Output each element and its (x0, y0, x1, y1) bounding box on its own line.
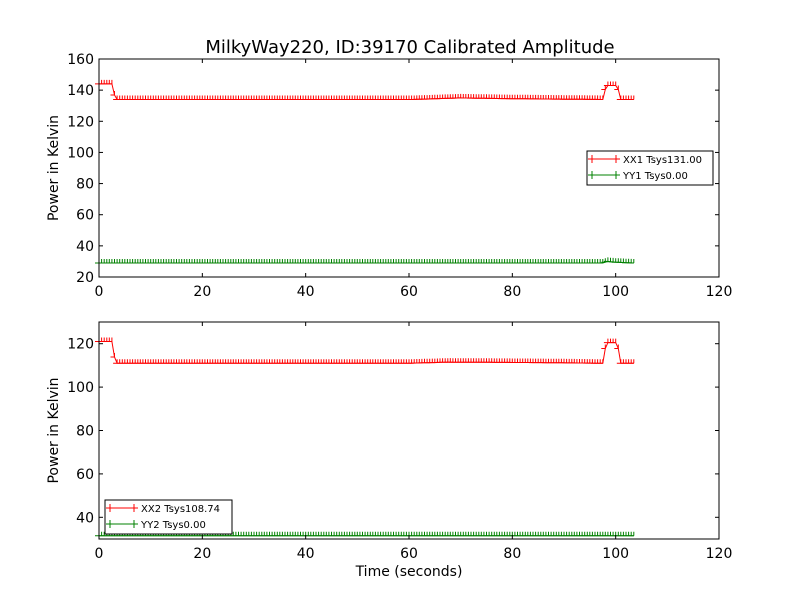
legend: XX1 Tsys131.00 YY1 Tsys0.00 (586, 150, 714, 186)
y-tick-label: 40 (76, 510, 94, 526)
x-tick-label: 60 (400, 284, 418, 300)
legend: XX2 Tsys108.74 YY2 Tsys0.00 (104, 499, 233, 535)
y-tick-label: 120 (67, 337, 94, 353)
legend-box (104, 499, 233, 535)
y-tick-label: 80 (76, 424, 94, 440)
series-1-2 (95, 257, 635, 264)
legend-box (586, 150, 714, 186)
legend-entry: XX2 Tsys108.74 (106, 504, 220, 515)
y-tick-label: 60 (76, 208, 94, 224)
y-tick-label: 100 (67, 380, 94, 396)
x-tick-label: 20 (193, 546, 211, 562)
chart-title: MilkyWay220, ID:39170 Calibrated Amplitu… (205, 37, 614, 58)
x-tick-label: 60 (400, 546, 418, 562)
legend-entry: YY2 Tsys0.00 (106, 520, 206, 531)
legend-label: XX1 Tsys131.00 (623, 155, 702, 166)
y-axis-label: Power in Kelvin (46, 115, 62, 221)
y-tick-label: 40 (76, 239, 94, 255)
x-tick-label: 20 (193, 284, 211, 300)
lower-plot: 0 20 40 60 80 100 120 40 60 80 100 120 Power in Kelv… (46, 321, 733, 580)
legend-entry: XX1 Tsys131.00 (588, 155, 702, 166)
x-tick-label: 80 (503, 546, 521, 562)
x-tick-label: 0 (95, 284, 104, 300)
series-2-2 (95, 531, 635, 537)
y-tick-label: 160 (67, 52, 94, 68)
y-tick-label: 120 (67, 114, 94, 130)
plus-markers (95, 531, 635, 537)
y-tick-label: 100 (67, 145, 94, 161)
legend-label: YY2 Tsys0.00 (140, 520, 206, 531)
upper-plot: 0 20 40 60 80 100 12020406080100120140160Power… (46, 52, 732, 300)
y-axis-label: Power in Kelvin (46, 377, 62, 483)
x-tick-label: 0 (95, 546, 104, 562)
x-tick-label: 100 (602, 546, 629, 562)
series-2-1 (95, 337, 635, 364)
legend-marker (588, 155, 620, 163)
x-tick-label: 120 (706, 284, 733, 300)
legend-marker (106, 520, 138, 528)
y-tick-label: 60 (76, 467, 94, 483)
x-axis-label: Time (seconds) (355, 564, 463, 580)
legend-marker (588, 171, 620, 179)
legend-label: YY1 Tsys0.00 (622, 171, 688, 182)
plus-markers (95, 79, 635, 100)
plus-markers (95, 257, 635, 264)
legend-label: XX2 Tsys108.74 (141, 504, 220, 515)
legend-entry: YY1 Tsys0.00 (588, 171, 688, 182)
x-tick-label: 120 (706, 546, 733, 562)
plus-markers (95, 337, 635, 364)
y-tick-label: 20 (76, 270, 94, 286)
x-tick-label: 40 (297, 284, 315, 300)
legend-marker (106, 504, 138, 512)
y-tick-label: 80 (76, 177, 94, 193)
x-tick-label: 40 (297, 546, 315, 562)
x-tick-label: 80 (503, 284, 521, 300)
series-1-1 (95, 79, 635, 100)
x-tick-label: 100 (602, 284, 629, 300)
y-tick-label: 140 (67, 83, 94, 99)
